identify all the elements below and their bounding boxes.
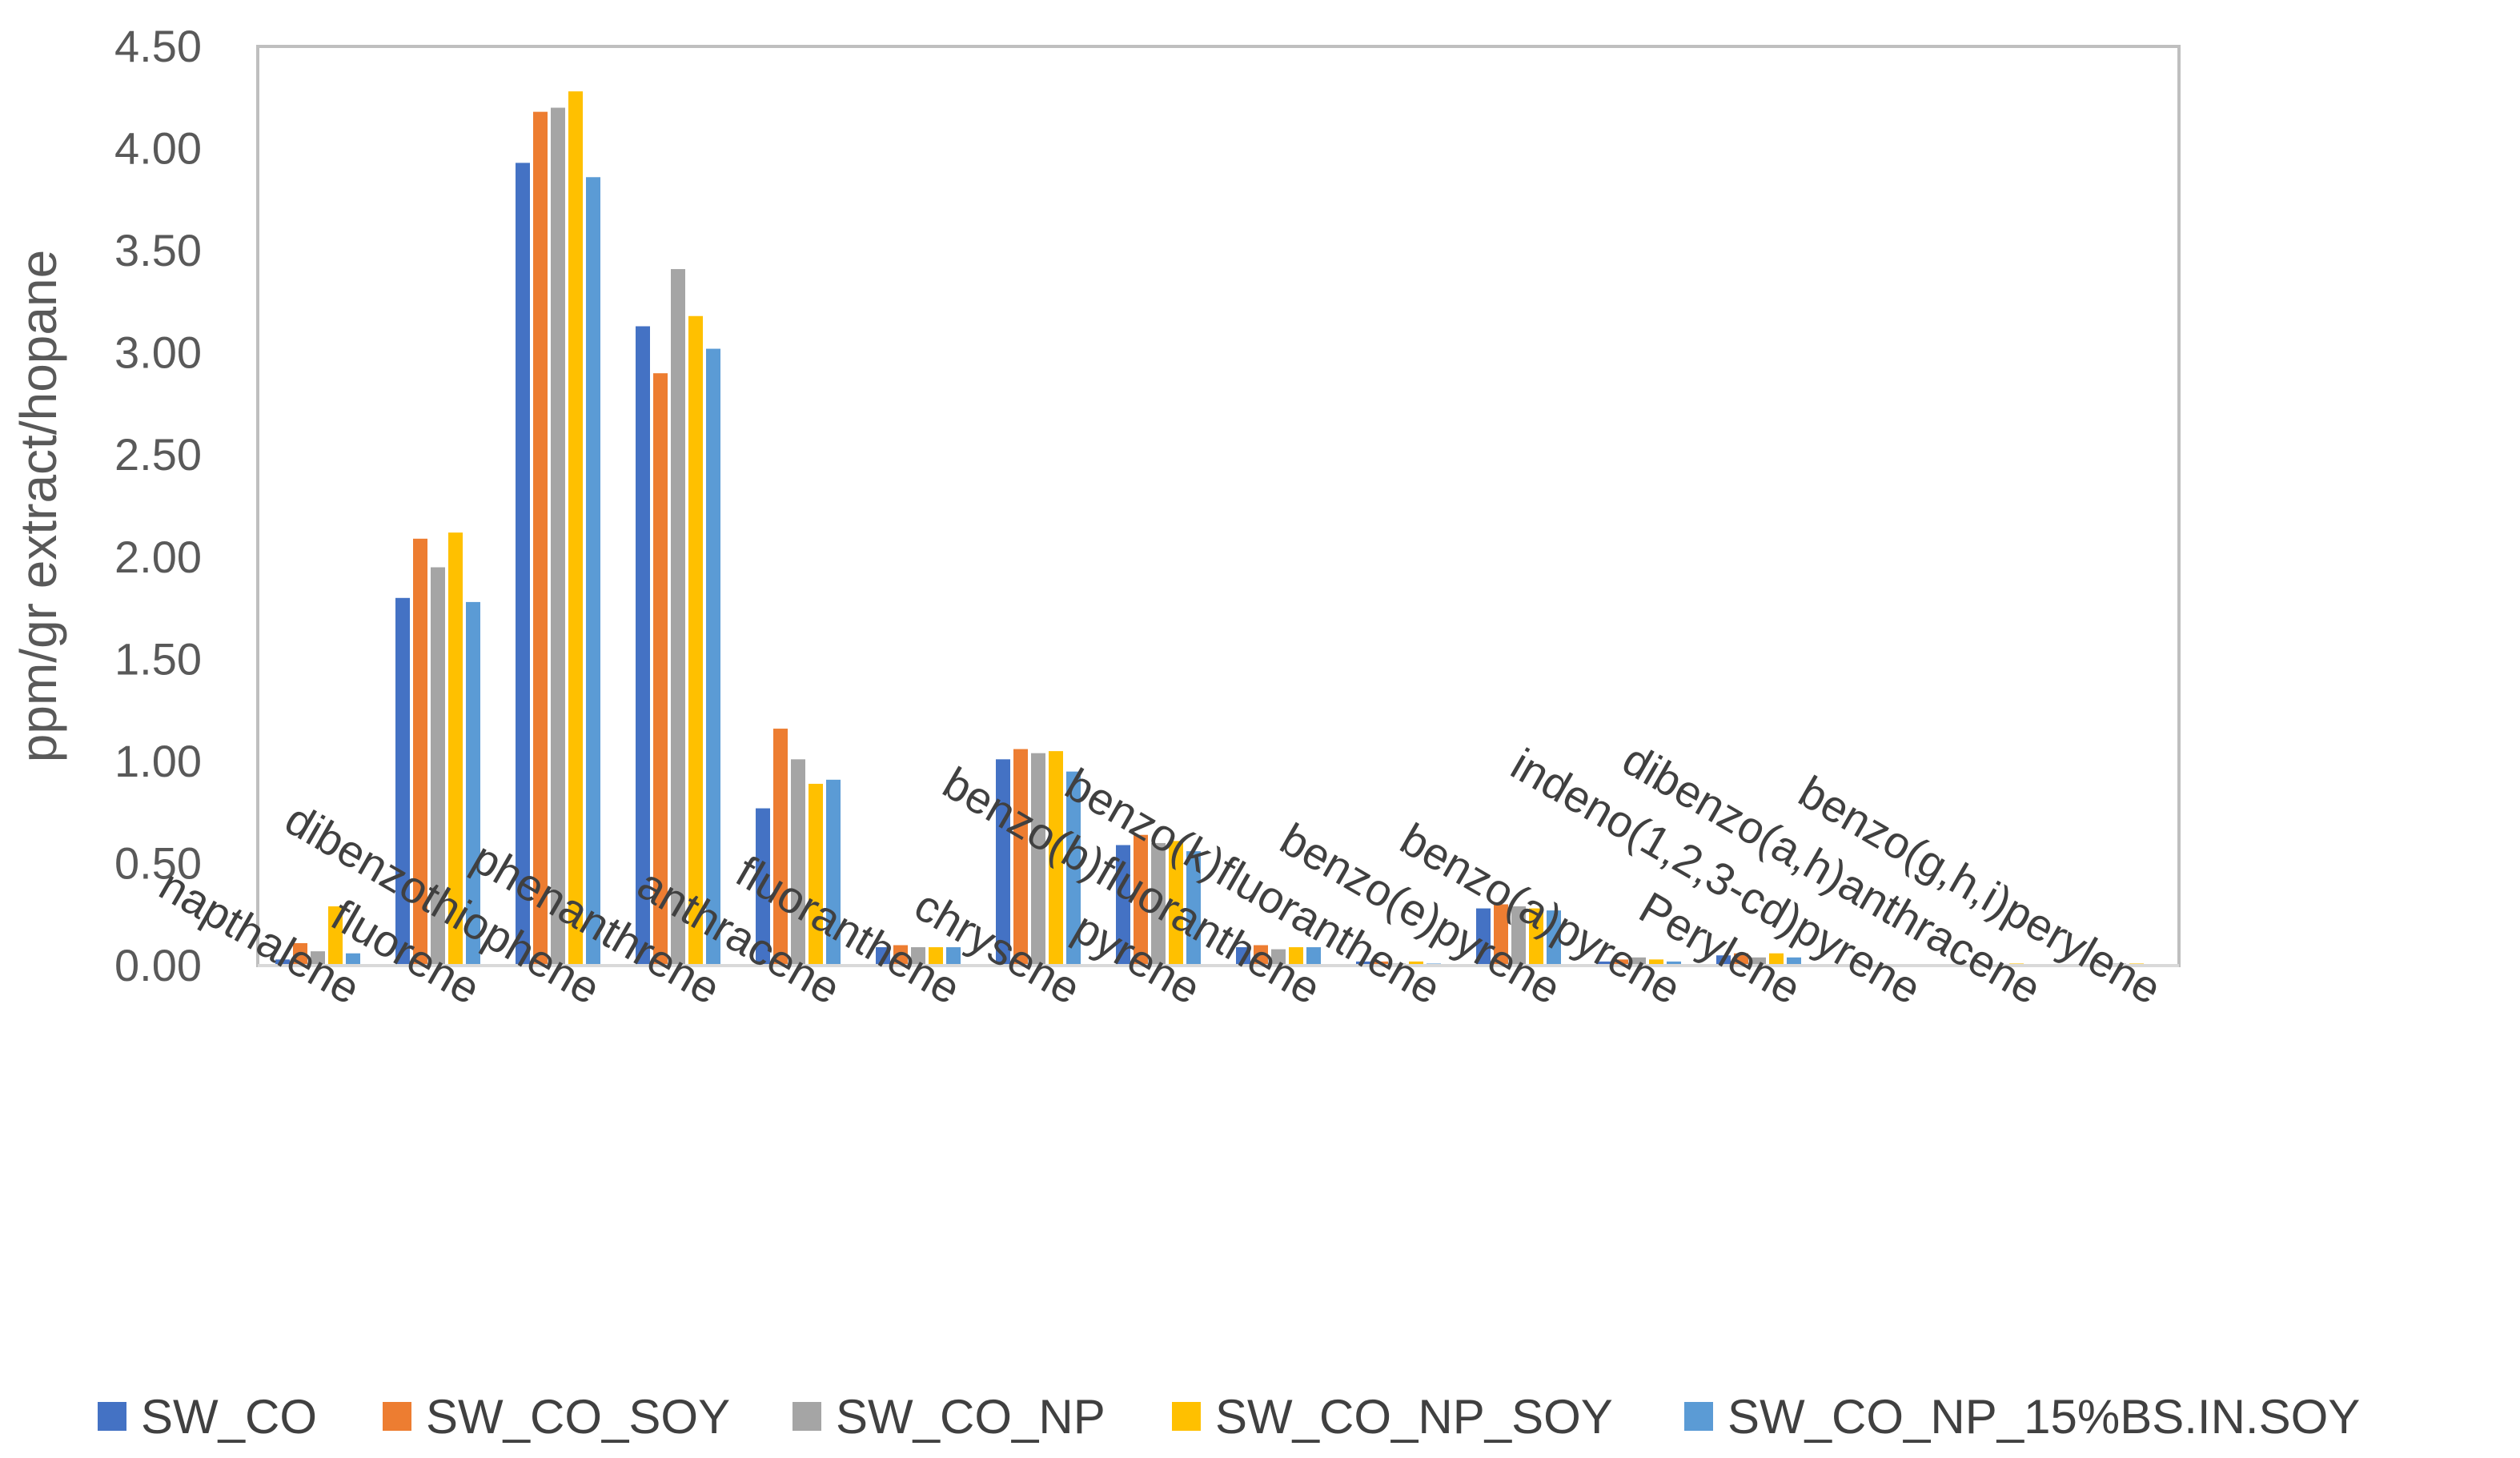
bar-2-12	[1614, 959, 1628, 966]
bar-2-2	[413, 538, 427, 966]
bar-2-9	[1254, 945, 1268, 966]
bar-4-5	[809, 783, 823, 966]
bar-4-10	[1409, 961, 1423, 966]
bar-3-1	[311, 951, 325, 966]
y-tick-label: 3.00	[114, 327, 202, 378]
bars	[275, 91, 2144, 966]
bar-4-12	[1649, 959, 1663, 966]
y-tick-label: 4.00	[114, 123, 202, 174]
bar-1-2	[395, 597, 410, 966]
bar-5-13	[1787, 957, 1801, 966]
bar-3-9	[1271, 949, 1286, 966]
bar-3-12	[1631, 957, 1646, 966]
bar-2-1	[293, 942, 307, 966]
bar-2-7	[1013, 749, 1028, 966]
legend-swatch	[98, 1402, 126, 1431]
bar-5-5	[826, 779, 841, 966]
bar-5-12	[1667, 961, 1681, 966]
bar-2-4	[653, 373, 668, 966]
bar-1-12	[1596, 961, 1611, 966]
y-tick-label: 4.50	[114, 21, 202, 71]
bar-5-3	[586, 177, 600, 966]
bar-1-1	[275, 959, 290, 966]
bar-5-9	[1306, 947, 1321, 966]
y-tick-label: 0.50	[114, 837, 202, 888]
y-axis-title: ppm/gr extract/hopane	[10, 250, 67, 762]
bar-2-5	[773, 729, 788, 966]
bar-4-9	[1289, 947, 1303, 966]
bar-1-6	[876, 947, 890, 966]
bar-5-7	[1066, 771, 1081, 966]
bar-5-8	[1186, 851, 1201, 966]
bar-4-13	[1769, 953, 1784, 966]
bar-1-3	[516, 163, 530, 966]
bar-5-6	[946, 947, 961, 966]
y-tick-label: 3.50	[114, 225, 202, 275]
bar-1-8	[1116, 845, 1130, 966]
bar-1-13	[1716, 955, 1731, 966]
legend-swatch	[1684, 1402, 1713, 1431]
y-tick-label: 2.50	[114, 429, 202, 480]
bar-2-8	[1134, 834, 1148, 966]
bar-3-2	[431, 567, 445, 966]
bar-3-6	[911, 947, 925, 966]
bar-2-13	[1734, 953, 1748, 966]
bar-3-11	[1511, 906, 1526, 966]
bar-1-5	[756, 808, 770, 966]
y-tick-label: 0.00	[114, 940, 202, 990]
bar-3-8	[1151, 842, 1166, 966]
bar-1-4	[636, 326, 650, 966]
bar-1-11	[1476, 908, 1491, 966]
bar-3-7	[1031, 753, 1045, 966]
y-tick-label: 1.50	[114, 633, 202, 684]
legend-label: SW_CO_NP	[836, 1390, 1106, 1444]
legend-label: SW_CO_NP_SOY	[1215, 1390, 1613, 1444]
legend: SW_CO SW_CO_SOY SW_CO_NP SW_CO_NP_SOY SW_CO_…	[98, 1390, 2360, 1444]
bar-4-3	[568, 91, 583, 966]
legend-swatch	[1172, 1402, 1201, 1431]
bar-3-5	[791, 759, 805, 966]
bar-3-3	[551, 107, 565, 966]
bar-1-7	[996, 759, 1010, 966]
bar-4-6	[929, 947, 943, 966]
bar-2-11	[1494, 904, 1508, 966]
bar-3-4	[671, 269, 685, 966]
bar-4-8	[1169, 841, 1183, 966]
bar-5-11	[1547, 910, 1561, 966]
bar-4-2	[448, 532, 463, 966]
legend-swatch	[383, 1402, 411, 1431]
bar-2-3	[533, 111, 548, 966]
bar-3-13	[1752, 957, 1766, 966]
y-tick-label: 1.00	[114, 736, 202, 786]
bar-1-10	[1356, 961, 1370, 966]
legend-label: SW_CO_SOY	[426, 1390, 730, 1444]
legend-swatch	[793, 1402, 821, 1431]
y-axis-ticks: 0.00 0.50 1.00 1.50 2.00 2.50 3.00 3.50 4.00 4.50	[114, 21, 202, 990]
bar-4-11	[1529, 908, 1543, 966]
bar-4-1	[328, 906, 343, 966]
legend-label: SW_CO	[141, 1390, 317, 1444]
bar-5-1	[346, 953, 360, 966]
bar-2-10	[1374, 961, 1388, 966]
bar-1-9	[1236, 947, 1250, 966]
bar-5-4	[706, 348, 720, 966]
y-tick-label: 2.00	[114, 532, 202, 582]
bar-2-6	[893, 945, 908, 966]
bar-5-2	[466, 601, 480, 966]
bar-4-7	[1049, 751, 1063, 966]
bar-4-4	[688, 315, 703, 966]
legend-label: SW_CO_NP_15%BS.IN.SOY	[1727, 1390, 2360, 1444]
